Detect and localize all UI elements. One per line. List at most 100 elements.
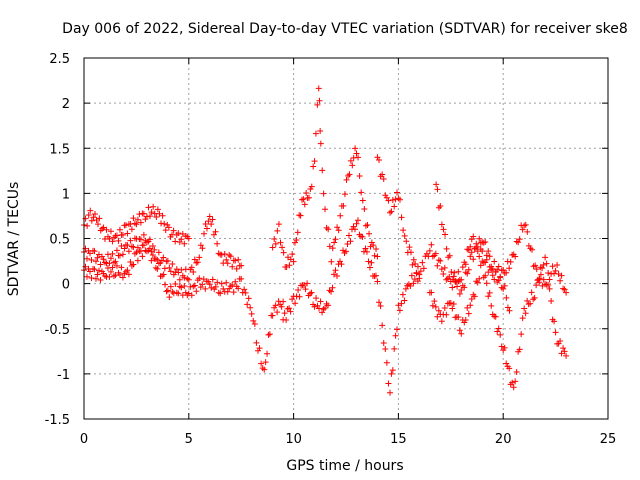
data-point — [357, 233, 364, 240]
data-point — [473, 278, 480, 285]
data-point — [281, 310, 288, 317]
data-point — [476, 253, 483, 260]
data-point — [184, 275, 191, 282]
data-point — [394, 189, 401, 196]
data-point — [143, 248, 150, 255]
data-point — [485, 248, 492, 255]
data-point — [196, 254, 203, 261]
data-point — [445, 254, 452, 261]
data-point — [509, 379, 516, 386]
data-point — [440, 226, 447, 233]
data-point — [185, 235, 192, 242]
data-point — [116, 252, 123, 259]
data-point — [178, 266, 185, 273]
data-point — [503, 269, 510, 276]
data-point — [153, 213, 160, 220]
data-point — [471, 245, 478, 252]
data-point — [298, 196, 305, 203]
data-point — [212, 228, 219, 235]
data-point — [464, 304, 471, 311]
data-point — [122, 222, 129, 229]
data-point — [127, 220, 134, 227]
data-point — [476, 275, 483, 282]
data-point — [152, 264, 159, 271]
data-point — [358, 189, 365, 196]
data-point — [398, 214, 405, 221]
data-point — [296, 212, 303, 219]
data-point — [462, 269, 469, 276]
data-point — [277, 239, 284, 246]
data-point — [482, 238, 489, 245]
data-point — [264, 350, 271, 357]
data-point — [193, 259, 200, 266]
y-tick-label: 1 — [62, 187, 70, 202]
data-point — [328, 258, 335, 265]
data-point — [533, 266, 540, 273]
data-point — [224, 288, 231, 295]
data-point — [194, 259, 201, 266]
data-point — [529, 246, 536, 253]
data-point — [311, 303, 318, 310]
data-point — [398, 300, 405, 307]
data-point — [125, 271, 132, 278]
data-point — [455, 314, 462, 321]
data-point — [139, 253, 146, 260]
data-point — [145, 204, 152, 211]
data-point — [202, 285, 209, 292]
data-point — [524, 228, 531, 235]
data-point — [173, 289, 180, 296]
data-point — [230, 289, 237, 296]
data-point — [223, 279, 230, 286]
data-point — [428, 289, 435, 296]
data-point — [488, 302, 495, 309]
data-point — [316, 97, 323, 104]
data-point — [489, 265, 496, 272]
data-point — [95, 267, 102, 274]
data-point — [88, 217, 95, 224]
data-point — [513, 368, 520, 375]
data-point — [133, 249, 140, 256]
data-point — [399, 291, 406, 298]
data-point — [317, 140, 324, 147]
y-tick-label: -1.5 — [45, 413, 70, 428]
data-point — [193, 288, 200, 295]
data-point — [506, 365, 513, 372]
data-point — [337, 212, 344, 219]
data-point — [435, 257, 442, 264]
data-point — [209, 276, 216, 283]
data-point — [328, 288, 335, 295]
data-point — [429, 302, 436, 309]
data-point — [367, 243, 374, 250]
data-point — [155, 249, 162, 256]
data-point — [483, 252, 490, 259]
series-track-e — [280, 217, 423, 396]
data-point — [115, 237, 122, 244]
series-track-d — [269, 85, 381, 271]
data-point — [454, 283, 461, 290]
data-point — [495, 277, 502, 284]
data-point — [546, 276, 553, 283]
data-point — [465, 310, 472, 317]
data-point — [210, 231, 217, 238]
data-point — [516, 236, 523, 243]
data-point — [85, 212, 92, 219]
data-point — [124, 267, 131, 274]
data-point — [432, 303, 439, 310]
data-point — [124, 242, 131, 249]
data-point — [492, 313, 499, 320]
y-tick-label: -1 — [57, 368, 70, 383]
data-point — [97, 261, 104, 268]
data-point — [214, 279, 221, 286]
data-point — [480, 239, 487, 246]
y-tick-label: -0.5 — [45, 323, 70, 338]
data-point — [461, 284, 468, 291]
series-track-h — [433, 181, 570, 297]
data-point — [106, 235, 113, 242]
data-point — [169, 288, 176, 295]
data-point — [227, 253, 234, 260]
series-track-a — [81, 203, 192, 247]
data-point — [464, 270, 471, 277]
data-point — [332, 267, 339, 274]
data-point — [130, 244, 137, 251]
data-point — [164, 257, 171, 264]
